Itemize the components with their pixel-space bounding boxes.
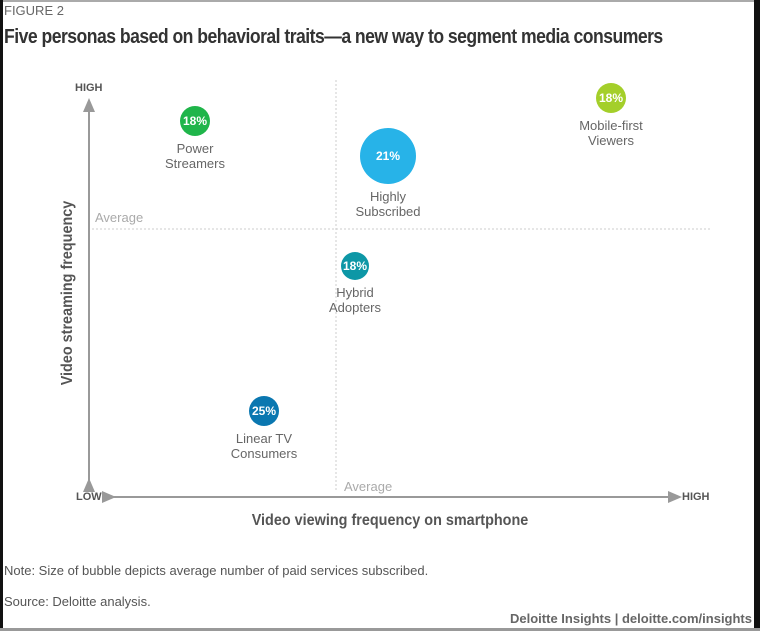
- figure-label: FIGURE 2: [4, 3, 64, 18]
- x-low-label: LOW: [76, 491, 102, 503]
- bubble-value: 18%: [599, 91, 623, 105]
- credit: Deloitte Insights | deloitte.com/insight…: [510, 611, 752, 626]
- bubble-value: 18%: [343, 259, 367, 273]
- bubble-circle: [596, 83, 626, 113]
- bubble-label-line1: Mobile-first: [579, 118, 643, 133]
- x-high-label: HIGH: [682, 491, 710, 503]
- bubble-label-line2: Consumers: [231, 446, 298, 461]
- y-axis-title: Video streaming frequency: [59, 200, 76, 386]
- note: Note: Size of bubble depicts average num…: [4, 563, 429, 578]
- y-high-label: HIGH: [75, 82, 103, 94]
- bubble-label-line2: Viewers: [588, 133, 635, 148]
- bubble-circle: [180, 106, 210, 136]
- frame-right: [754, 0, 760, 631]
- bubble-label-line2: Streamers: [165, 156, 225, 171]
- bubble-value: 25%: [252, 404, 276, 418]
- bubble-value: 18%: [183, 114, 207, 128]
- frame-left: [0, 0, 3, 631]
- chart-title: Five personas based on behavioral traits…: [4, 26, 663, 48]
- bubble-label-line2: Adopters: [329, 300, 382, 315]
- bubble-label-line1: Highly: [370, 189, 407, 204]
- bubble-label-line1: Hybrid: [336, 285, 374, 300]
- bubble-label-line1: Linear TV: [236, 431, 292, 446]
- source: Source: Deloitte analysis.: [4, 594, 151, 609]
- bubble-label-line1: Power: [177, 141, 215, 156]
- x-axis-title: Video viewing frequency on smartphone: [251, 512, 529, 529]
- frame-bottom: [0, 628, 760, 631]
- bubble-value: 21%: [376, 149, 400, 163]
- bubble-label-line2: Subscribed: [355, 204, 420, 219]
- bubble-circle: [360, 128, 416, 184]
- bubble-circle: [341, 252, 369, 280]
- frame-top: [0, 0, 760, 2]
- y-average-label: Average: [95, 210, 144, 225]
- x-average-label: Average: [344, 479, 393, 494]
- bubble-circle: [249, 396, 279, 426]
